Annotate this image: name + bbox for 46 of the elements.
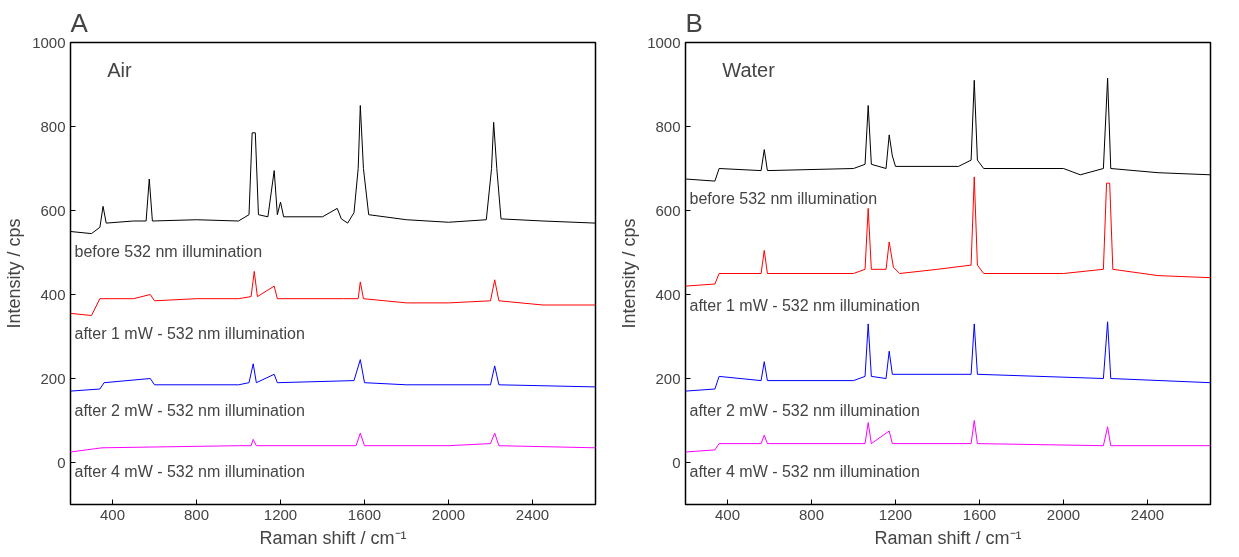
x-tick-label: 2000 <box>431 505 466 523</box>
series-label: after 4 mW - 532 nm illumination <box>74 463 305 481</box>
x-tick-label: 400 <box>99 505 126 523</box>
series-label: after 1 mW - 532 nm illumination <box>74 324 305 342</box>
y-tick-label: 400 <box>655 285 681 303</box>
y-tick-label: 600 <box>40 201 66 219</box>
y-axis-title: Intensity / cps <box>619 218 640 329</box>
y-tick-label: 1000 <box>32 33 66 51</box>
y-tick-label: 600 <box>655 201 681 219</box>
x-tick-label: 400 <box>714 505 741 523</box>
series-label: after 4 mW - 532 nm illumination <box>689 463 920 481</box>
x-tick-label: 2000 <box>1046 505 1081 523</box>
line-series <box>685 321 1211 392</box>
x-tick-label: 2400 <box>515 505 550 523</box>
x-tick-label: 1200 <box>263 505 298 523</box>
y-tick-label: 400 <box>40 285 66 303</box>
series-label: after 1 mW - 532 nm illumination <box>689 297 920 315</box>
x-tick-label: 2400 <box>1130 505 1165 523</box>
x-tick-label: 1200 <box>878 505 913 523</box>
annotation: Water <box>722 59 776 82</box>
x-tick-label: 1600 <box>347 505 382 523</box>
y-tick-label: 800 <box>655 117 681 135</box>
y-tick-label: 200 <box>655 369 681 387</box>
line-series <box>70 432 596 453</box>
x-tick-label: 800 <box>183 505 210 523</box>
y-tick-label: 0 <box>672 453 681 471</box>
line-series <box>70 270 596 316</box>
series-label: before 532 nm illumination <box>689 190 878 208</box>
y-tick-label: 200 <box>40 369 66 387</box>
x-tick-label: 800 <box>798 505 825 523</box>
line-series <box>70 359 596 392</box>
line-series <box>685 176 1211 287</box>
y-axis-title: Intensity / cps <box>4 218 25 329</box>
series-label: before 532 nm illumination <box>74 242 263 260</box>
chart-title: B <box>685 7 703 38</box>
line-series <box>685 420 1211 453</box>
x-axis-title: Raman shift / cm⁻¹ <box>259 527 407 548</box>
chart-title: A <box>70 7 89 38</box>
x-axis-title: Raman shift / cm⁻¹ <box>874 527 1022 548</box>
series-label: after 2 mW - 532 nm illumination <box>74 402 305 420</box>
y-tick-label: 0 <box>57 453 66 471</box>
x-tick-label: 1600 <box>962 505 997 523</box>
y-tick-label: 1000 <box>647 33 681 51</box>
annotation: Air <box>107 59 133 82</box>
series-label: after 2 mW - 532 nm illumination <box>689 402 920 420</box>
y-tick-label: 800 <box>40 117 66 135</box>
